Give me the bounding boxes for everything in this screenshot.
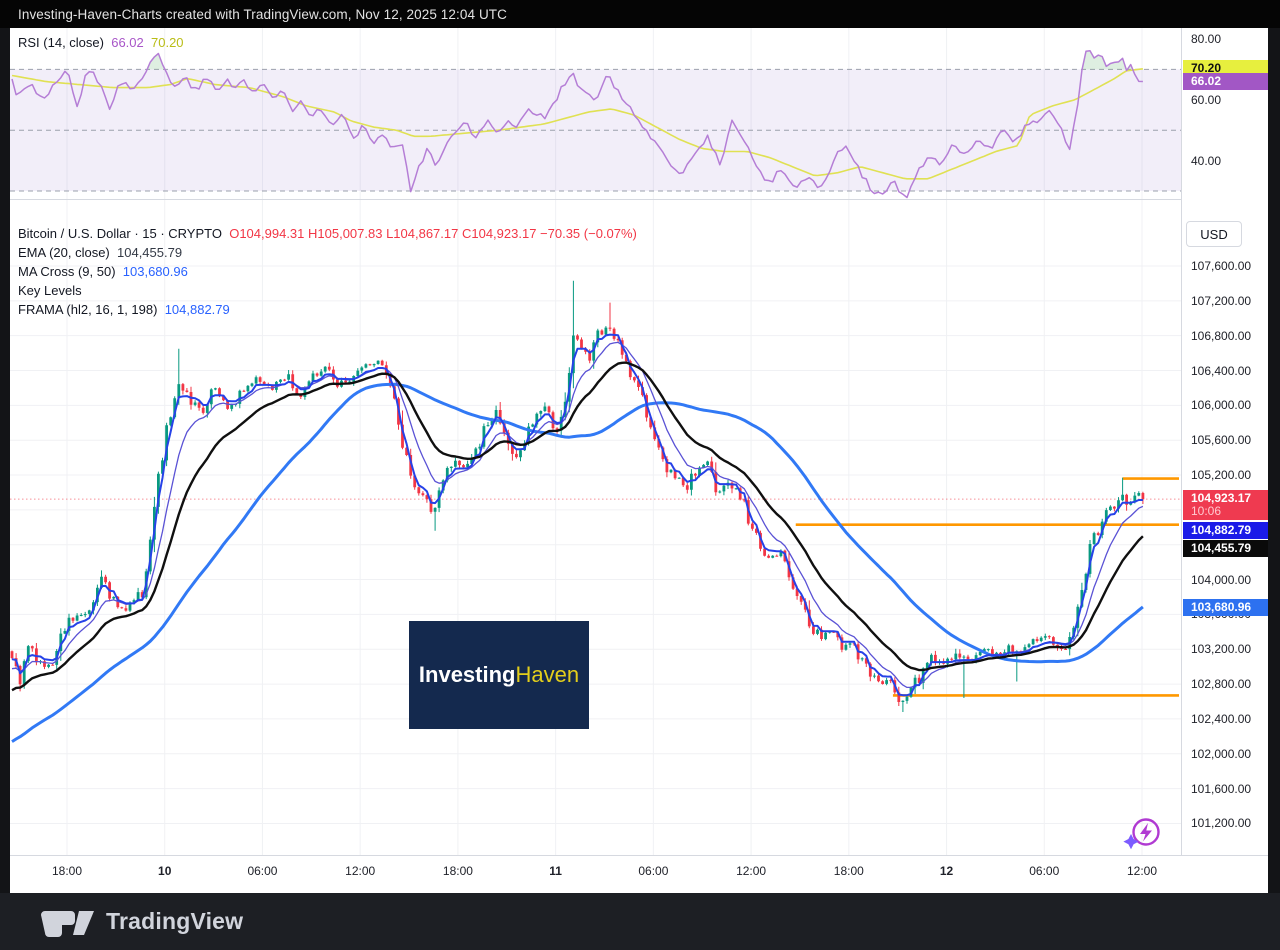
- time-tick-label: 06:00: [247, 864, 278, 878]
- time-tick-label: 11: [549, 864, 562, 878]
- usd-currency-button[interactable]: USD: [1186, 221, 1242, 247]
- last-price-value: 104,923.17: [1191, 491, 1252, 506]
- time-tick-label: 12:00: [1126, 864, 1157, 878]
- main-price-plot[interactable]: [10, 200, 1181, 855]
- time-tick-label: 18:00: [833, 864, 864, 878]
- time-tick-label: 12:00: [345, 864, 376, 878]
- top-title-bar: Investing-Haven-Charts created with Trad…: [0, 0, 1280, 28]
- investinghaven-logo-part1: Investing: [418, 662, 516, 687]
- rsi-tick-label: 60.00: [1191, 92, 1222, 107]
- price-tick-label: 104,000.00: [1191, 572, 1252, 587]
- pane-separator[interactable]: [10, 199, 1268, 200]
- rsi-plot[interactable]: [10, 28, 1181, 199]
- ema-value-badge: 104,455.79: [1183, 540, 1268, 558]
- time-tick-label: 12:00: [736, 864, 767, 878]
- rsi-value-badge: 66.02: [1183, 72, 1268, 90]
- rsi-tick-label: 80.00: [1191, 32, 1222, 46]
- chart-title: Investing-Haven-Charts created with Trad…: [18, 6, 507, 22]
- bar-countdown: 10:06: [1191, 504, 1222, 519]
- frama-value-badge: 104,882.79: [1183, 522, 1268, 540]
- price-tick-label: 105,200.00: [1191, 468, 1252, 483]
- price-tick-label: 107,200.00: [1191, 293, 1252, 308]
- price-scale[interactable]: USD 80.00 60.00 40.00 107,600.00 107,200.00 1…: [1181, 28, 1268, 855]
- price-tick-label: 102,400.00: [1191, 711, 1252, 726]
- price-tick-label: 107,600.00: [1191, 259, 1252, 273]
- time-tick-label: 18:00: [51, 864, 83, 878]
- tradingview-logo-text: TradingView: [106, 908, 244, 934]
- time-tick-label: 10: [158, 864, 172, 878]
- price-tick-label: 106,800.00: [1191, 328, 1252, 343]
- investinghaven-logo: Investing Haven: [409, 621, 589, 729]
- last-price-badge: 104,923.17 10:06: [1183, 490, 1268, 521]
- bottom-attribution-bar: TradingView: [0, 893, 1280, 950]
- time-tick-label: 18:00: [442, 864, 473, 878]
- price-tick-label: 101,200.00: [1191, 816, 1252, 831]
- price-tick-label: 101,600.00: [1191, 781, 1252, 796]
- boost-lightning-icon[interactable]: [1108, 813, 1170, 855]
- investinghaven-logo-part2: Haven: [515, 662, 580, 687]
- price-tick-label: 106,000.00: [1191, 398, 1252, 413]
- price-tick-label: 102,800.00: [1191, 677, 1252, 692]
- time-tick-label: 06:00: [638, 864, 669, 878]
- rsi-tick-label: 40.00: [1191, 153, 1222, 168]
- price-tick-label: 105,600.00: [1191, 433, 1252, 448]
- price-tick-label: 106,400.00: [1191, 363, 1252, 378]
- tradingview-logo-icon: [41, 910, 94, 937]
- time-tick-label: 12: [939, 864, 954, 878]
- chart-widget: RSI (14, close) 66.02 70.20 Bitcoin / U.…: [10, 28, 1268, 893]
- ma50-value-badge: 103,680.96: [1183, 598, 1268, 616]
- price-tick-label: 102,000.00: [1191, 746, 1252, 761]
- time-scale[interactable]: 18:00 10 06:00 12:00 18:00 11 06:00 12:00 18:00 1…: [10, 855, 1268, 893]
- time-tick-label: 06:00: [1029, 864, 1060, 878]
- price-tick-label: 103,200.00: [1191, 642, 1252, 657]
- tradingview-logo[interactable]: TradingView: [38, 905, 243, 939]
